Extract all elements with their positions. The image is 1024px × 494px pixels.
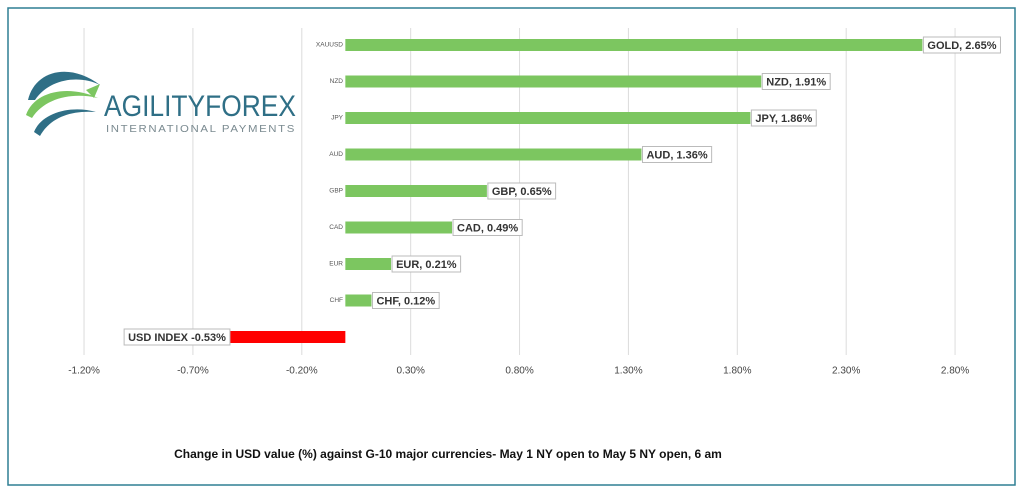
logo-tagline: INTERNATIONAL PAYMENTS xyxy=(106,123,296,135)
logo: AGILITYFOREX INTERNATIONAL PAYMENTS xyxy=(26,71,296,136)
y-tick-label: AUD xyxy=(329,151,343,158)
x-tick-label: -0.20% xyxy=(286,366,318,377)
value-label: NZD, 1.91% xyxy=(766,76,826,88)
bar xyxy=(229,331,346,343)
value-label-box xyxy=(391,255,462,273)
y-tick-label: XAUUSD xyxy=(316,42,343,49)
bar xyxy=(345,148,642,161)
bar xyxy=(345,39,923,51)
x-tick-label: 0.30% xyxy=(396,366,424,377)
value-label-box xyxy=(750,109,817,127)
value-label-box xyxy=(922,36,1001,54)
x-tick-label: 2.30% xyxy=(832,366,860,377)
x-tick-label: -0.70% xyxy=(177,366,209,377)
grid xyxy=(83,28,956,355)
logo-name: AGILITYFOREX xyxy=(104,90,296,123)
y-tick-label: JPY xyxy=(331,115,344,122)
x-tick-label: -1.20% xyxy=(68,366,100,377)
value-label: USD INDEX -0.53% xyxy=(128,332,226,344)
y-tick-label: NZD xyxy=(330,78,344,85)
value-label-box xyxy=(761,73,831,90)
x-tick-label: 2.80% xyxy=(941,366,969,377)
value-label: GOLD, 2.65% xyxy=(927,40,996,52)
x-tick-label: 1.80% xyxy=(723,366,751,377)
value-label-box xyxy=(371,292,440,309)
value-label: EUR, 0.21% xyxy=(396,259,457,271)
x-tick-label: 1.30% xyxy=(614,366,642,377)
logo-swoosh xyxy=(26,91,98,118)
y-tick-label: CAD xyxy=(329,224,343,231)
value-label-box xyxy=(487,182,557,200)
value-label-box xyxy=(641,146,713,163)
y-tick-label: GBP xyxy=(329,188,343,195)
bar xyxy=(345,258,392,270)
value-label: JPY, 1.86% xyxy=(755,113,812,125)
x-tick-label: 0.80% xyxy=(505,366,533,377)
y-tick-label: CHF xyxy=(330,297,343,304)
value-label: CAD, 0.49% xyxy=(457,222,518,234)
bar xyxy=(345,221,453,234)
y-tick-label: EUR xyxy=(329,261,343,268)
logo-swoosh xyxy=(34,109,96,136)
bar xyxy=(345,294,372,307)
value-label: CHF, 0.12% xyxy=(376,295,435,307)
value-label-box xyxy=(123,328,231,346)
logo-swoosh xyxy=(28,71,100,100)
logo-arrow xyxy=(86,84,100,98)
bar xyxy=(345,75,762,88)
bar xyxy=(345,185,487,197)
chart-title: Change in USD value (%) against G-10 maj… xyxy=(174,447,722,461)
value-label: AUD, 1.36% xyxy=(646,149,707,161)
bar xyxy=(345,112,751,124)
value-label-box xyxy=(452,219,523,236)
value-label: GBP, 0.65% xyxy=(492,186,552,198)
